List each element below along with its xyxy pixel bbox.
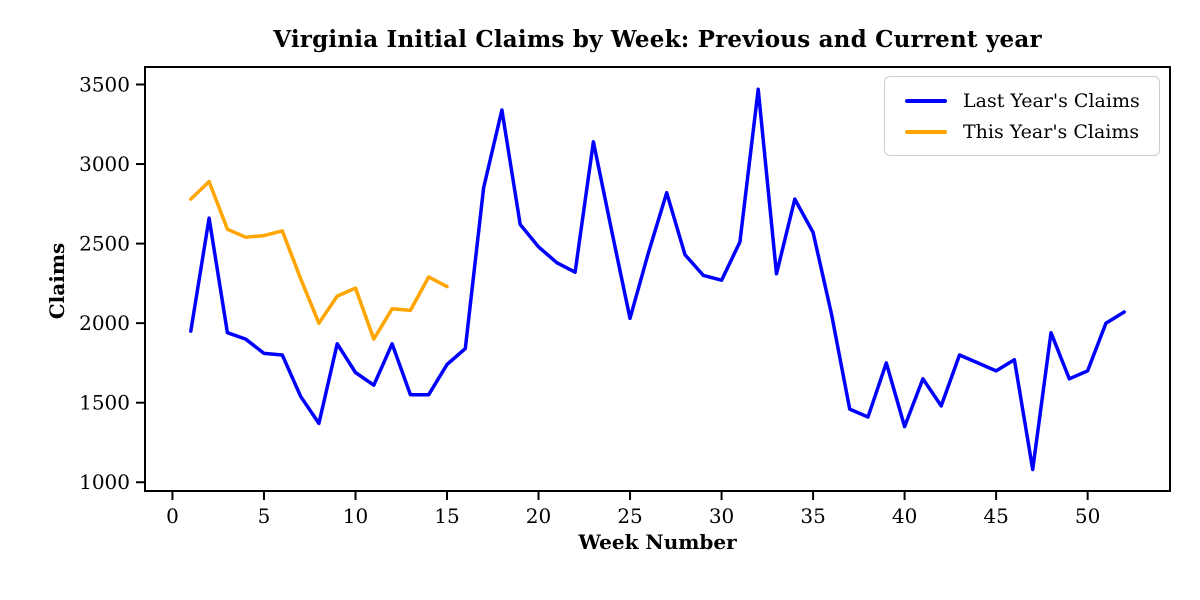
legend-item-this-year: This Year's Claims: [897, 121, 1147, 143]
chart-title: Virginia Initial Claims by Week: Previou…: [273, 26, 1042, 53]
x-tick-label: 45: [983, 504, 1008, 528]
y-axis-label: Claims: [45, 242, 69, 320]
legend-item-last-year: Last Year's Claims: [897, 90, 1147, 112]
x-tick-label: 25: [617, 504, 642, 528]
y-tick-label: 3500: [79, 73, 130, 97]
legend-line-swatch-orange: [905, 129, 947, 134]
x-tick-label: 20: [526, 504, 551, 528]
y-tick-label: 2000: [79, 311, 130, 335]
x-axis-label: Week Number: [578, 530, 737, 554]
legend-label: Last Year's Claims: [963, 89, 1140, 112]
axes-spines: [144, 66, 1171, 492]
y-tick-label: 1000: [79, 470, 130, 494]
series-line-last-year-s-claims: [189, 87, 1126, 472]
x-tick-label: 35: [800, 504, 825, 528]
legend-line-swatch-blue: [905, 98, 947, 103]
x-tick-label: 40: [892, 504, 917, 528]
x-tick-label: 0: [166, 504, 179, 528]
y-tick-label: 2500: [79, 232, 130, 256]
legend-label: This Year's Claims: [963, 120, 1140, 143]
y-tick-label: 3000: [79, 152, 130, 176]
x-tick-label: 5: [258, 504, 271, 528]
legend: Last Year's Claims This Year's Claims: [884, 76, 1160, 156]
x-tick-label: 15: [434, 504, 459, 528]
y-tick-label: 1500: [79, 391, 130, 415]
x-tick-label: 10: [343, 504, 368, 528]
x-tick-label: 30: [709, 504, 734, 528]
x-tick-label: 50: [1075, 504, 1100, 528]
series-line-this-year-s-claims: [189, 179, 449, 341]
